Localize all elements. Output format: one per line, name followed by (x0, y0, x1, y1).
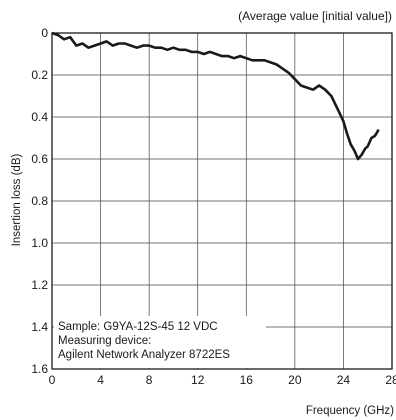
x-tick-label: 12 (191, 373, 205, 387)
y-tick-label: 1.0 (31, 236, 48, 250)
annotation-line: Agilent Network Analyzer 8722ES (58, 349, 230, 361)
annotation-box (54, 316, 266, 368)
chart-title: (Average value [initial value]) (238, 9, 392, 23)
x-axis-label: Frequency (GHz) (306, 405, 394, 417)
annotation-line: Sample: G9YA-12S-45 12 VDC (58, 321, 218, 333)
series-line (51, 31, 380, 161)
y-tick-label: 0.6 (31, 152, 48, 166)
x-tick-label: 0 (49, 373, 56, 387)
y-tick-label: 1.6 (31, 362, 48, 376)
y-axis-ticks: 0 0.2 0.4 0.6 0.8 1.0 1.2 1.4 1.6 (31, 26, 48, 376)
plot-frame (51, 32, 393, 370)
y-tick-label: 0.2 (31, 68, 48, 82)
y-tick-label: 0 (41, 26, 48, 40)
x-axis-ticks: 0 4 8 12 16 20 24 28 (49, 373, 396, 387)
y-tick-label: 0.8 (31, 194, 48, 208)
y-axis-label: Insertion loss (dB) (11, 153, 23, 246)
y-tick-label: 0.4 (31, 110, 48, 124)
x-tick-label: 20 (288, 373, 302, 387)
x-tick-label: 8 (146, 373, 153, 387)
x-tick-label: 16 (240, 373, 254, 387)
x-tick-label: 4 (97, 373, 104, 387)
x-tick-label: 28 (385, 373, 396, 387)
annotation-line: Measuring device: (58, 335, 151, 347)
y-tick-label: 1.4 (31, 320, 48, 334)
x-tick-label: 24 (337, 373, 351, 387)
annotation: Sample: G9YA-12S-45 12 VDC Measuring devi… (58, 321, 230, 361)
y-tick-label: 1.2 (31, 278, 48, 292)
